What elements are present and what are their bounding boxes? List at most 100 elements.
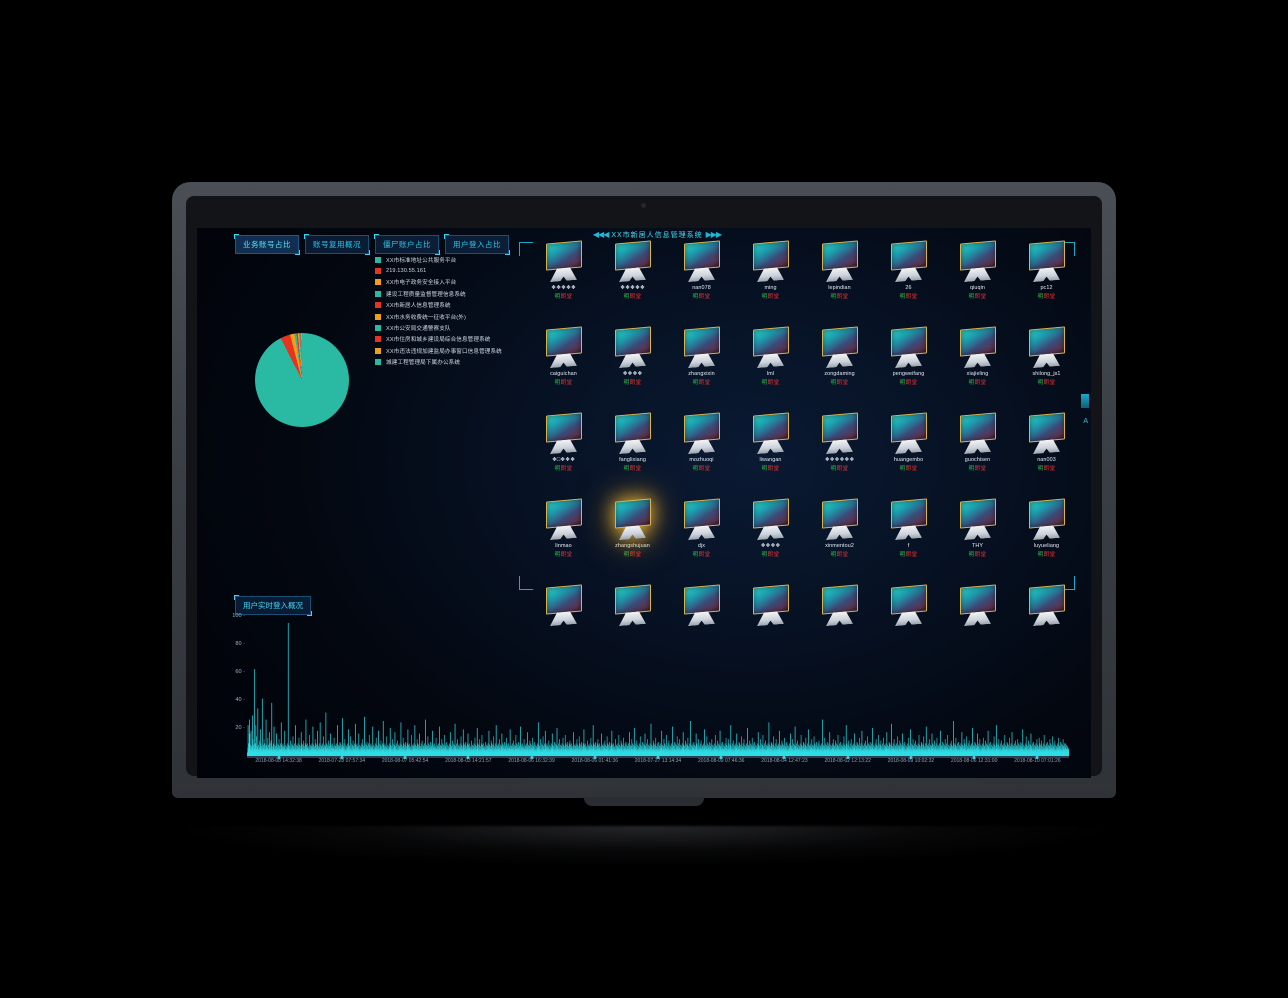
workstation-cell[interactable]: pc12 明朗堂	[1012, 240, 1081, 326]
legend-label: XX市标准地址公共服务平台	[386, 257, 457, 264]
workstation-name: linmao	[555, 543, 572, 549]
legend-item[interactable]: XX市住房和城乡建设局综合信息管理系统	[375, 334, 502, 345]
workstation-cell[interactable]: guochisen 明朗堂	[943, 412, 1012, 498]
x-axis-tick-label: 2018-08-06 01:41:36	[571, 758, 618, 764]
workstation-cell[interactable]: zhangshujuan 明朗堂	[598, 498, 667, 584]
workstation-cell[interactable]: huangembo 明朗堂	[874, 412, 943, 498]
monitor-icon	[542, 412, 586, 456]
workstation-cell[interactable]: ming 明朗堂	[736, 240, 805, 326]
monitor-icon	[887, 326, 931, 370]
monitor-icon	[611, 240, 655, 284]
x-axis-tick-marker	[1035, 756, 1039, 759]
workstation-status: 明朗堂	[1037, 466, 1056, 472]
webcam-icon	[641, 203, 646, 208]
workstation-name: f	[907, 543, 910, 549]
workstation-cell[interactable]: ❖❖❖❖ 明朗堂	[736, 498, 805, 584]
workstation-cell[interactable]: lml 明朗堂	[736, 326, 805, 412]
workstation-cell[interactable]: xinmentou2 明朗堂	[805, 498, 874, 584]
workstation-cell[interactable]: pengweifang 明朗堂	[874, 326, 943, 412]
corner-bracket-icon	[1061, 576, 1075, 590]
legend-item[interactable]: XX市新居人信息管理系统	[375, 300, 502, 311]
workstation-status: 明朗堂	[692, 466, 711, 472]
y-axis-ticks: 100 80 60 40 20	[215, 613, 245, 756]
legend-item[interactable]: 建设工程质量监督管理信息系统	[375, 288, 502, 299]
workstation-cell[interactable]: luyueliang 明朗堂	[1012, 498, 1081, 584]
legend-item[interactable]: 城建工程管理局下属办公系统	[375, 357, 502, 368]
workstation-name: xinmentou2	[825, 543, 854, 549]
workstation-status: 明朗堂	[623, 552, 642, 558]
workstation-cell[interactable]: djx 明朗堂	[667, 498, 736, 584]
workstation-name: xiajieling	[966, 371, 989, 377]
legend-item[interactable]: XX市违法违规加建监局办事窗口信息管理系统	[375, 345, 502, 356]
workstation-cell[interactable]: xiajieling 明朗堂	[943, 326, 1012, 412]
x-axis-tick-label: 2018-08-03 14:21:57	[445, 758, 492, 764]
pie-slices	[255, 333, 349, 427]
tab-label: 僵尸账户占比	[383, 240, 431, 249]
tab-business-account-ratio[interactable]: 业务账号占比	[234, 234, 300, 255]
legend-item[interactable]: XX市电子政务安全接入平台	[375, 277, 502, 288]
tab-account-reuse-overview[interactable]: 账号复用概况	[304, 234, 370, 255]
workstation-cell[interactable]: caiguichan 明朗堂	[529, 326, 598, 412]
workstation-cell[interactable]: nan003 明朗堂	[1012, 412, 1081, 498]
workstation-cell[interactable]: ❖❖❖❖❖❖ 明朗堂	[805, 412, 874, 498]
monitor-icon	[542, 326, 586, 370]
tab-user-login-ratio[interactable]: 用户登入占比	[444, 234, 510, 255]
tab-zombie-account-ratio[interactable]: 僵尸账户占比	[374, 234, 440, 255]
workstation-cell[interactable]: ❖❖❖❖ 明朗堂	[598, 326, 667, 412]
workstation-name: ❖❖❖❖❖❖	[824, 457, 855, 463]
x-axis-tick-marker	[530, 756, 534, 759]
monitor-icon	[542, 240, 586, 284]
workstation-cell[interactable]: linmao 明朗堂	[529, 498, 598, 584]
workstation-cell[interactable]: shilong_js1 明朗堂	[1012, 326, 1081, 412]
x-axis-tick-marker	[466, 756, 470, 759]
workstation-cell[interactable]: mozhuoqi 明朗堂	[667, 412, 736, 498]
workstation-cell[interactable]: ❖❖❖❖❖ 明朗堂	[529, 240, 598, 326]
workstation-cell[interactable]: THY 明朗堂	[943, 498, 1012, 584]
workstation-cell[interactable]: nan078 明朗堂	[667, 240, 736, 326]
workstation-cell[interactable]: zongdaming 明朗堂	[805, 326, 874, 412]
workstation-name: caiguichan	[550, 371, 577, 377]
legend-label: XX市电子政务安全接入平台	[386, 280, 457, 287]
legend-label: XX市违法违规加建监局办事窗口信息管理系统	[386, 348, 502, 355]
pie-legend: XX市标准地址公共服务平台 219.130.55.161 XX市电子政务安全接入平台…	[375, 254, 502, 368]
legend-item[interactable]: XX市公安局交通警察支队	[375, 322, 502, 333]
workstation-cell[interactable]: zhangxixin 明朗堂	[667, 326, 736, 412]
workstation-name: ❖❖❖❖	[760, 543, 781, 549]
workstation-cell[interactable]: ❖□❖❖❖ 明朗堂	[529, 412, 598, 498]
legend-label: XX市公安局交通警察支队	[386, 326, 451, 333]
workstation-cell[interactable]: 26 明朗堂	[874, 240, 943, 326]
workstation-cell[interactable]: ❖❖❖❖❖ 明朗堂	[598, 240, 667, 326]
workstation-cell[interactable]: f 明朗堂	[874, 498, 943, 584]
legend-item[interactable]: XX市水务收费统一征收平台(外)	[375, 311, 502, 322]
monitor-icon	[611, 326, 655, 370]
x-axis-tick-marker	[972, 756, 976, 759]
side-letter-label: A	[1083, 418, 1088, 425]
corner-bracket-icon	[519, 242, 533, 256]
monitor-icon	[956, 240, 1000, 284]
workstation-cell[interactable]: fanglixiang 明朗堂	[598, 412, 667, 498]
x-axis-tick-label: 2018-08-10 07:01:26	[1014, 758, 1061, 764]
workstation-cell[interactable]: qiuqin 明朗堂	[943, 240, 1012, 326]
workstation-name: shilong_js1	[1032, 371, 1061, 377]
y-axis-tick-label: 40	[235, 697, 245, 703]
workstation-cell[interactable]: lepindian 明朗堂	[805, 240, 874, 326]
workstation-cell[interactable]: liwangan 明朗堂	[736, 412, 805, 498]
business-account-pie-chart	[255, 333, 349, 427]
x-axis-tick-marker	[277, 756, 281, 759]
monitor-icon	[680, 326, 724, 370]
legend-item[interactable]: 219.130.55.161	[375, 265, 502, 276]
arrow-right-icon: ▶▶▶	[705, 230, 723, 239]
x-axis-tick-label: 2018-08-06 16:32:39	[508, 758, 555, 764]
monitor-icon	[818, 240, 862, 284]
workstation-name: luyueliang	[1033, 543, 1060, 549]
legend-color-swatch	[375, 290, 381, 297]
workstation-name: pengweifang	[892, 371, 925, 377]
workstation-name: ❖❖❖❖❖	[620, 285, 645, 291]
monitor-icon	[749, 240, 793, 284]
x-axis-tick-marker	[593, 756, 597, 759]
workstation-status: 明朗堂	[830, 466, 849, 472]
legend-label: XX市水务收费统一征收平台(外)	[386, 314, 466, 321]
legend-item[interactable]: XX市标准地址公共服务平台	[375, 254, 502, 265]
workstation-name: lml	[766, 371, 775, 377]
